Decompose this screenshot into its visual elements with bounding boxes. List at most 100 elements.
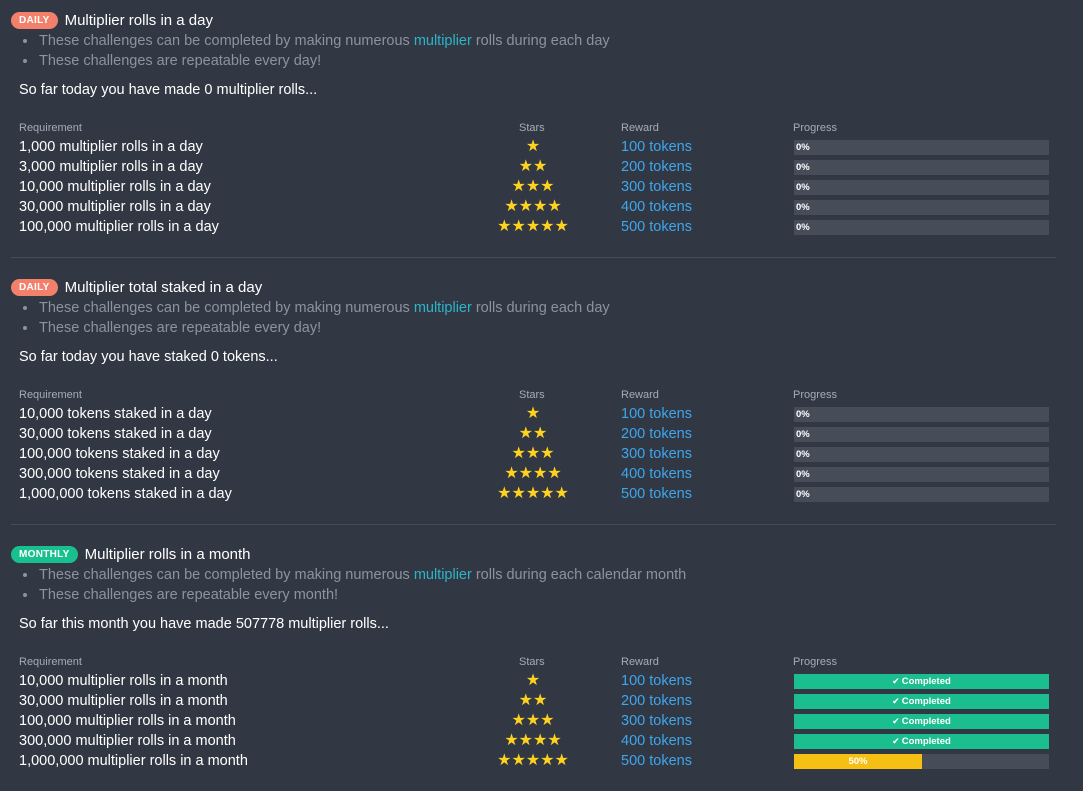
- reward-link[interactable]: 300 tokens: [621, 446, 692, 462]
- progress-bar: ✔ Completed: [794, 714, 1049, 729]
- requirement-text: 30,000 multiplier rolls in a day: [19, 199, 211, 215]
- section-divider: [11, 257, 1056, 258]
- reward-link[interactable]: 500 tokens: [621, 486, 692, 502]
- star-rating: ★★: [473, 424, 593, 444]
- star-rating: ★: [473, 404, 593, 424]
- progress-bar-fill: [794, 694, 1049, 709]
- star-icon: ★: [533, 692, 548, 709]
- progress-bar-fill: [794, 674, 1049, 689]
- progress-bar: 0%: [794, 427, 1049, 442]
- star-icon: ★: [504, 465, 519, 482]
- checkmark-icon: ✔: [892, 736, 900, 746]
- star-icon: ★: [518, 465, 533, 482]
- star-rating: ★: [473, 137, 593, 157]
- star-icon: ★: [525, 752, 541, 769]
- section-title: Multiplier rolls in a day: [64, 11, 213, 29]
- requirement-text: 1,000 multiplier rolls in a day: [19, 139, 203, 155]
- table-row: 1,000,000 tokens staked in a day ★★★★★ 500…: [0, 484, 1083, 504]
- progress-label: 0%: [796, 469, 810, 480]
- reward-link[interactable]: 100 tokens: [621, 673, 692, 689]
- table-row: 30,000 multiplier rolls in a month ★★ 200 …: [0, 691, 1083, 711]
- progress-bar: ✔ Completed: [794, 734, 1049, 749]
- star-rating: ★★★: [473, 711, 593, 731]
- reward-link[interactable]: 500 tokens: [621, 753, 692, 769]
- challenge-section: DAILY Multiplier total staked in a day The…: [0, 267, 1083, 523]
- progress-bar: 0%: [794, 467, 1049, 482]
- star-icon: ★: [533, 158, 548, 175]
- reward-link[interactable]: 200 tokens: [621, 693, 692, 709]
- table-row: 10,000 multiplier rolls in a month ★ 100 t…: [0, 671, 1083, 691]
- table-row: 30,000 tokens staked in a day ★★ 200 token…: [0, 424, 1083, 444]
- checkmark-icon: ✔: [892, 716, 900, 726]
- reward-link[interactable]: 100 tokens: [621, 406, 692, 422]
- star-icon: ★: [554, 752, 569, 769]
- requirement-text: 100,000 multiplier rolls in a day: [19, 219, 219, 235]
- star-icon: ★: [497, 752, 512, 769]
- reward-link[interactable]: 200 tokens: [621, 159, 692, 175]
- table-row: 3,000 multiplier rolls in a day ★★ 200 tok…: [0, 157, 1083, 177]
- multiplier-link[interactable]: multiplier: [413, 567, 472, 583]
- progress-label: ✔ Completed: [794, 694, 1049, 709]
- star-icon: ★: [547, 732, 562, 749]
- description-list: These challenges can be completed by mak…: [22, 565, 686, 605]
- progress-label-text: Completed: [901, 716, 951, 727]
- progress-bar: 0%: [794, 407, 1049, 422]
- table-row: 30,000 multiplier rolls in a day ★★★★ 400 …: [0, 197, 1083, 217]
- reward-link[interactable]: 400 tokens: [621, 466, 692, 482]
- star-icon: ★: [518, 692, 533, 709]
- progress-bar-fill: [794, 754, 922, 769]
- reward-link[interactable]: 400 tokens: [621, 733, 692, 749]
- star-rating: ★★★★: [473, 731, 593, 751]
- reward-link[interactable]: 300 tokens: [621, 179, 692, 195]
- progress-bar: ✔ Completed: [794, 694, 1049, 709]
- progress-column-header: Progress: [793, 389, 838, 401]
- progress-bar: 0%: [794, 180, 1049, 195]
- description-item: These challenges can be completed by mak…: [22, 31, 610, 51]
- progress-summary: So far today you have made 0 multiplier …: [19, 82, 318, 98]
- star-icon: ★: [525, 672, 541, 689]
- table-row: 10,000 tokens staked in a day ★ 100 tokens…: [0, 404, 1083, 424]
- reward-column-header: Reward: [621, 122, 659, 134]
- star-rating: ★★★★★: [473, 217, 593, 237]
- reward-link[interactable]: 100 tokens: [621, 139, 692, 155]
- star-icon: ★: [533, 425, 548, 442]
- multiplier-link[interactable]: multiplier: [413, 33, 472, 49]
- reward-link[interactable]: 300 tokens: [621, 713, 692, 729]
- star-icon: ★: [511, 712, 526, 729]
- progress-bar: ✔ Completed: [794, 674, 1049, 689]
- progress-label: 0%: [796, 489, 810, 500]
- section-title: Multiplier total staked in a day: [64, 278, 263, 296]
- star-icon: ★: [540, 218, 555, 235]
- progress-label: ✔ Completed: [794, 734, 1049, 749]
- progress-label: 0%: [796, 409, 810, 420]
- reward-link[interactable]: 400 tokens: [621, 199, 692, 215]
- star-rating: ★★★★: [473, 464, 593, 484]
- description-item: These challenges can be completed by mak…: [22, 565, 686, 585]
- monthly-badge: MONTHLY: [11, 545, 78, 563]
- star-icon: ★: [554, 485, 569, 502]
- progress-bar-fill: [794, 734, 1049, 749]
- star-rating: ★★★★★: [473, 484, 593, 504]
- reward-link[interactable]: 200 tokens: [621, 426, 692, 442]
- table-row: 100,000 multiplier rolls in a day ★★★★★ 50…: [0, 217, 1083, 237]
- star-icon: ★: [504, 732, 519, 749]
- description-text: These challenges can be completed by mak…: [39, 33, 414, 49]
- reward-link[interactable]: 500 tokens: [621, 219, 692, 235]
- description-item: These challenges are repeatable every da…: [22, 318, 610, 338]
- description-list: These challenges can be completed by mak…: [22, 31, 610, 71]
- progress-label: ✔ Completed: [794, 674, 1049, 689]
- stars-column-header: Stars: [519, 389, 545, 401]
- star-rating: ★★★★: [473, 197, 593, 217]
- progress-column-header: Progress: [793, 122, 838, 134]
- progress-label: 0%: [796, 182, 810, 193]
- star-icon: ★: [525, 485, 541, 502]
- star-icon: ★: [511, 178, 526, 195]
- star-icon: ★: [525, 445, 541, 462]
- description-item: These challenges are repeatable every da…: [22, 51, 610, 71]
- section-divider: [11, 524, 1056, 525]
- progress-label: 0%: [796, 429, 810, 440]
- multiplier-link[interactable]: multiplier: [413, 300, 472, 316]
- requirement-text: 30,000 tokens staked in a day: [19, 426, 212, 442]
- star-rating: ★★★: [473, 177, 593, 197]
- progress-label: 0%: [796, 142, 810, 153]
